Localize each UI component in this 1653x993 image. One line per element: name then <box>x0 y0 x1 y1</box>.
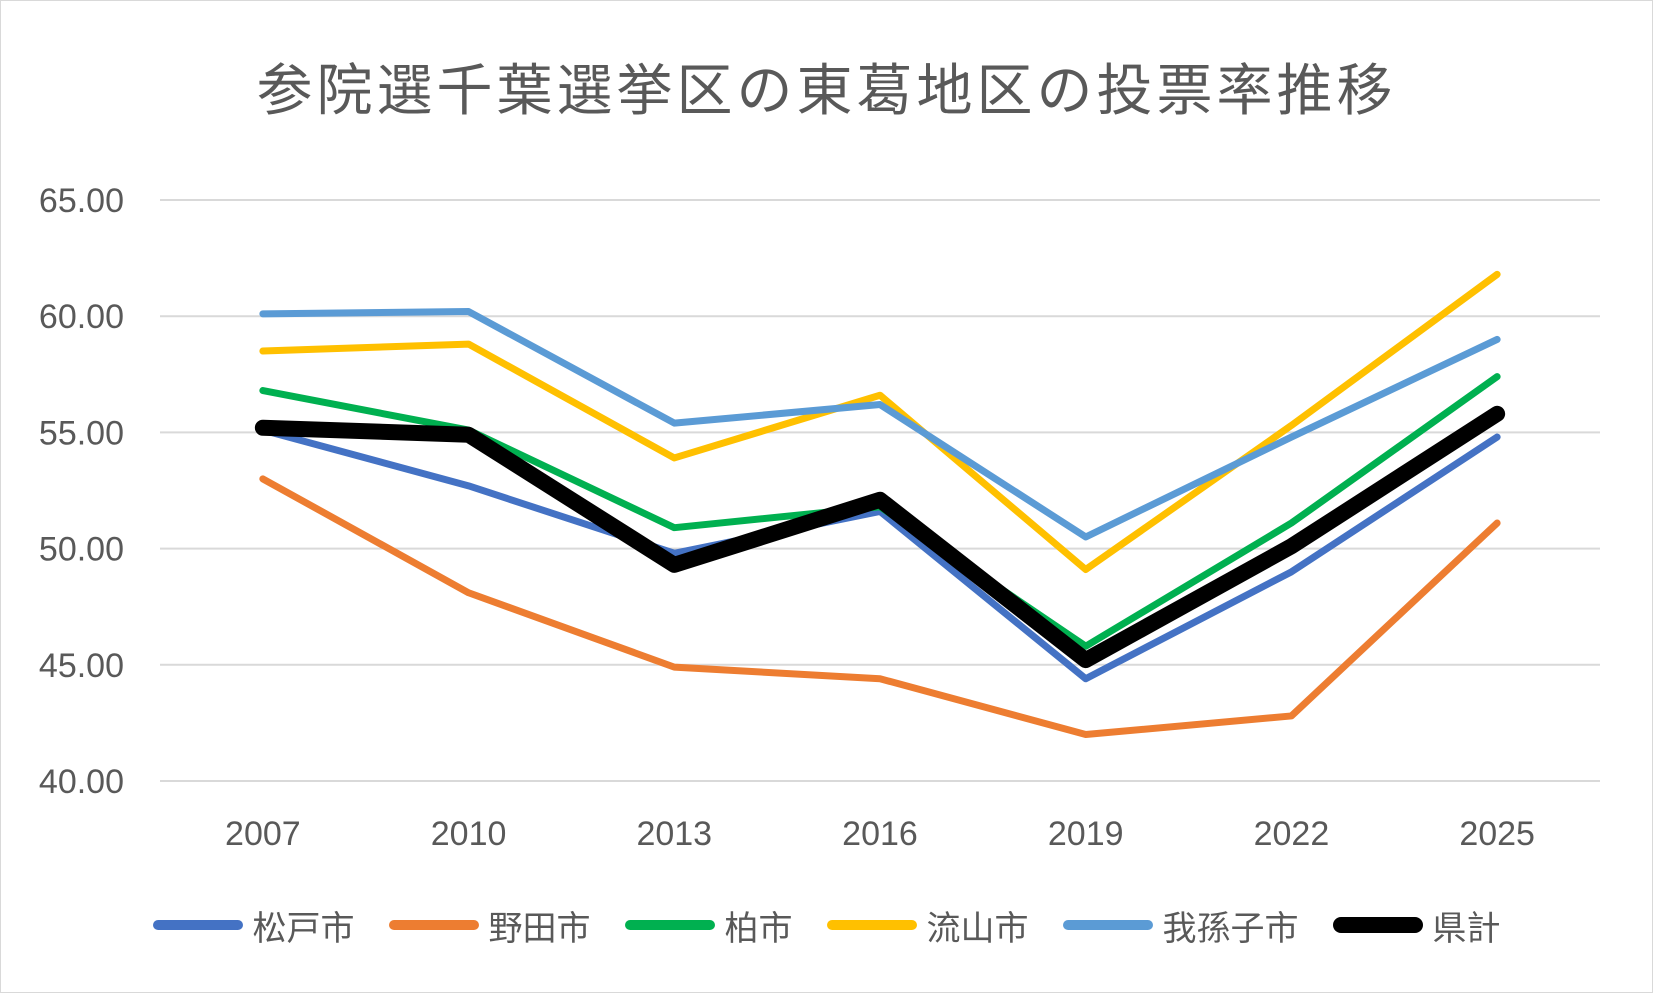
series-lines <box>254 270 1506 739</box>
x-tick-label: 2025 <box>1459 815 1535 853</box>
legend: 松戸市 野田市 柏市 流山市 我孫子市 県計 <box>0 900 1653 950</box>
legend-label: 柏市 <box>724 908 793 949</box>
series-line-6 <box>254 405 1506 669</box>
legend-label: 野田市 <box>488 908 591 949</box>
series-line-1 <box>259 426 1501 683</box>
legend-label: 松戸市 <box>252 908 355 949</box>
legend-entry: 柏市 <box>624 901 793 950</box>
legend-label: 流山市 <box>926 908 1029 949</box>
x-axis-tick-labels: 2007 2010 2013 2016 2019 2022 2025 <box>225 815 1535 853</box>
x-tick-label: 2019 <box>1048 815 1124 853</box>
legend-entry: 我孫子市 <box>1062 901 1299 950</box>
y-axis-tick-labels: 40.00 45.00 50.00 55.00 60.00 65.00 <box>39 182 124 801</box>
x-tick-label: 2013 <box>636 815 712 853</box>
legend-entry: 野田市 <box>388 901 591 950</box>
legend-swatch <box>1062 920 1153 930</box>
legend-swatch <box>152 920 243 930</box>
legend-swatch <box>1332 917 1423 933</box>
legend-entry: 松戸市 <box>152 901 355 950</box>
x-tick-label: 2022 <box>1254 815 1330 853</box>
series-line-2 <box>259 475 1501 739</box>
x-tick-label: 2007 <box>225 815 301 853</box>
y-tick-label: 40.00 <box>39 763 124 801</box>
y-tick-label: 45.00 <box>39 647 124 685</box>
legend-swatch <box>624 920 715 930</box>
series-line-5 <box>259 308 1501 541</box>
x-tick-label: 2016 <box>842 815 918 853</box>
legend-label: 県計 <box>1432 908 1501 949</box>
legend-entry: 県計 <box>1332 901 1501 950</box>
chart-title: 参院選千葉選挙区の東葛地区の投票率推移 <box>256 59 1397 124</box>
y-tick-label: 50.00 <box>39 531 124 569</box>
legend-swatch <box>388 920 479 930</box>
gridlines <box>160 199 1600 782</box>
y-tick-label: 60.00 <box>39 298 124 336</box>
legend-entry: 流山市 <box>826 901 1029 950</box>
series-line-4 <box>259 270 1501 574</box>
y-tick-label: 55.00 <box>39 414 124 452</box>
legend-swatch <box>826 920 917 930</box>
y-tick-label: 65.00 <box>39 182 124 220</box>
x-tick-label: 2010 <box>431 815 507 853</box>
legend-label: 我孫子市 <box>1162 908 1299 949</box>
